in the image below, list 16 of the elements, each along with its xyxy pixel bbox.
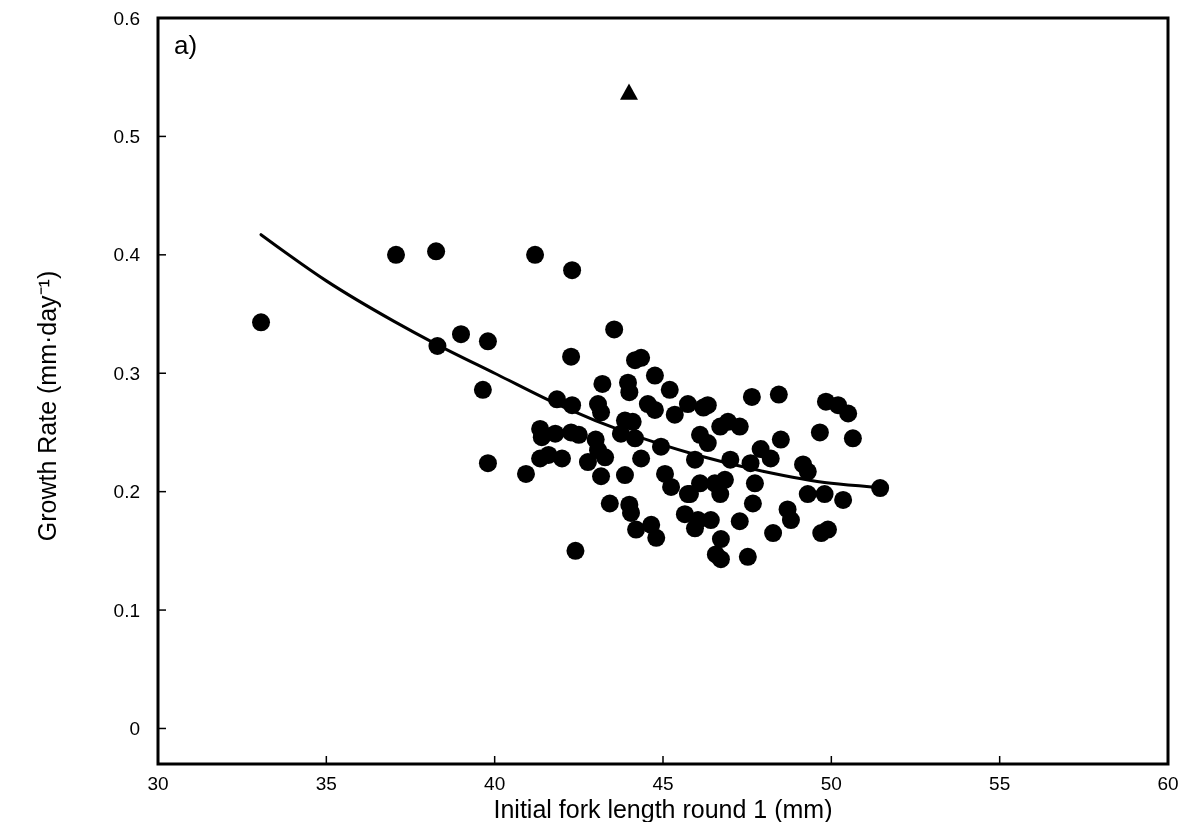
x-tick-label: 30 — [147, 773, 169, 794]
y-tick-label: 0.1 — [113, 599, 140, 621]
y-tick-label: 0.2 — [113, 481, 140, 503]
x-tick-label: 40 — [484, 773, 506, 794]
y-tick-label: 0 — [129, 717, 140, 739]
y-tick-label: 0.4 — [113, 244, 141, 266]
y-tick-label: 0.5 — [113, 125, 140, 147]
x-tick-label: 55 — [989, 773, 1011, 794]
y-tick-label: 0.6 — [113, 7, 140, 29]
x-tick-label: 35 — [315, 773, 337, 794]
x-tick-label: 50 — [820, 773, 842, 794]
y-tick-label: 0.3 — [113, 362, 140, 384]
annotation: a) — [174, 30, 198, 60]
y-axis-title: Growth Rate (mm·day⁻¹) — [33, 270, 61, 542]
x-tick-label: 60 — [1157, 773, 1179, 794]
x-tick-label: 45 — [652, 773, 674, 794]
